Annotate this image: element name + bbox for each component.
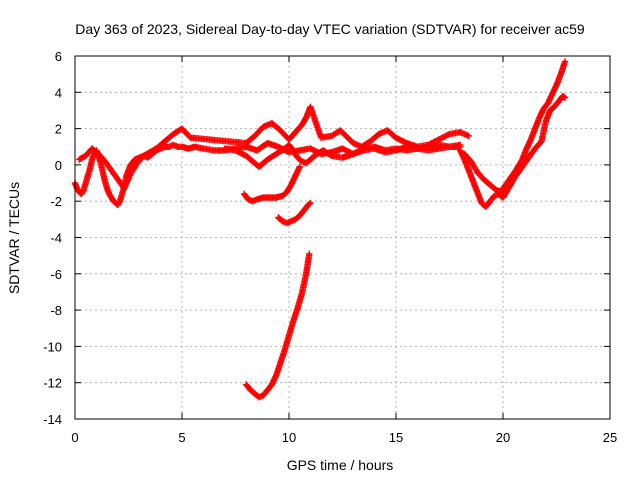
plot-frame [74,55,611,420]
data-point-marker [306,200,313,208]
data-point-marker [307,199,314,207]
data-point-marker [122,180,130,188]
x-tick-label: 5 [178,430,185,445]
series-right-rise [499,58,569,192]
series-arc-deep [243,250,313,401]
series-arc-minus2 [240,163,303,205]
gridlines [75,56,610,419]
series-tracks-lower [221,141,464,170]
y-tick-label: 6 [55,49,62,64]
y-tick-label: -10 [43,339,62,354]
y-tick-label: -2 [50,194,62,209]
data-point-marker [465,132,472,140]
data-point-marker [296,163,303,170]
x-tick-label: 25 [603,430,617,445]
y-tick-label: 4 [55,85,62,100]
y-tick-label: -12 [43,376,62,391]
x-tick-label: 0 [71,430,78,445]
data-point-marker [561,94,569,101]
y-tick-label: -8 [50,303,62,318]
series-right-rise-2 [512,92,569,179]
data-point-marker [457,141,464,149]
data-point-marker [306,250,313,257]
x-tick-label: 10 [282,430,296,445]
series-arc-minus3 [275,199,314,227]
data-point-marker [124,178,131,185]
y-tick-label: -6 [50,267,62,282]
y-axis-label: SDTVAR / TECUs [6,182,22,294]
y-tick-label: -14 [43,412,62,427]
x-tick-label: 20 [496,430,510,445]
y-tick-label: 2 [55,122,62,137]
y-tick-label: -4 [50,231,62,246]
data-points [71,58,569,401]
chart-title: Day 363 of 2023, Sidereal Day-to-day VTE… [75,21,585,37]
axis-ticks: 0 5 10 15 20 25 -14 -12 -10 -8 -6 -4 -2 0 2 4 6 [43,49,617,445]
x-tick-label: 15 [389,430,403,445]
x-axis-label: GPS time / hours [287,457,394,473]
y-tick-label: 0 [55,158,62,173]
data-point-marker [561,58,569,65]
data-point-marker [560,93,568,100]
